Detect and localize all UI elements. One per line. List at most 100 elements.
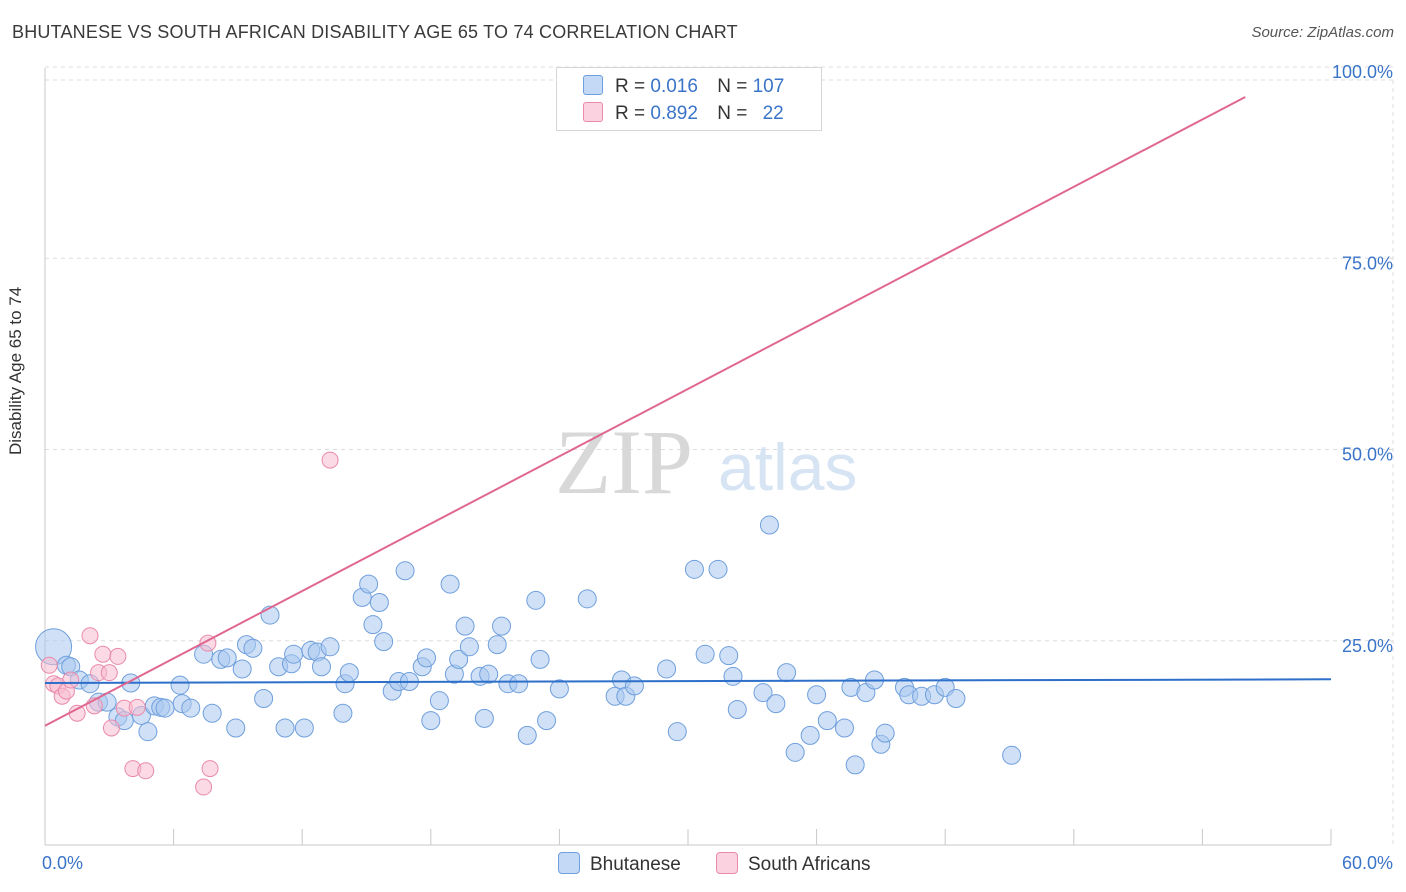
bhutanese-point	[777, 663, 797, 683]
watermark-atlas: atlas	[718, 430, 857, 504]
y-tick-label: 50.0%	[1342, 445, 1393, 465]
y-tick-label: 75.0%	[1342, 253, 1393, 273]
south-african-point	[128, 698, 146, 716]
legend-r-label: R =	[615, 103, 646, 124]
bhutanese-point	[217, 648, 237, 668]
bhutanese-point	[440, 574, 460, 594]
legend-r-label: R =	[615, 76, 646, 97]
south-african-trendline	[44, 96, 1246, 727]
bhutanese-point	[333, 703, 353, 723]
bhutanese-point	[339, 663, 359, 683]
south-african-point	[94, 645, 112, 663]
bhutanese-point	[284, 644, 304, 664]
bhutanese-point	[549, 679, 569, 699]
bhutanese-point	[369, 593, 389, 613]
bhutanese-point	[421, 711, 441, 731]
bhutanese-point	[766, 694, 786, 714]
bhutanese-point	[243, 638, 263, 658]
bhutanese-point	[395, 561, 415, 581]
bhutanese-point	[474, 708, 494, 728]
south-african-point	[81, 627, 99, 645]
bhutanese-point	[487, 635, 507, 655]
bhutanese-point	[492, 616, 512, 636]
bhutanese-point	[311, 657, 331, 677]
legend-r-value: 0.892	[650, 103, 698, 124]
south-african-point	[102, 719, 120, 737]
south-african-point	[68, 704, 86, 722]
y-tick-label: 25.0%	[1342, 636, 1393, 656]
bhutanese-point	[657, 659, 677, 679]
bhutanese-point	[624, 676, 644, 696]
bhutanese-point	[459, 637, 479, 657]
south-african-point	[321, 451, 339, 469]
bhutanese-point	[708, 559, 728, 579]
bhutanese-point	[800, 725, 820, 745]
bhutanese-point	[359, 574, 379, 594]
legend-n-label: N =	[717, 76, 748, 97]
bhutanese-point	[667, 722, 687, 742]
bhutanese-point	[1002, 745, 1022, 765]
bhutanese-point	[807, 685, 827, 705]
bhutanese-point	[759, 515, 779, 535]
watermark-zip: ZIP	[555, 411, 693, 513]
legend-swatch-bhutanese	[583, 75, 603, 95]
bhutanese-point	[429, 691, 449, 711]
legend-n-value: 22	[762, 103, 784, 124]
x-tick-label: 0.0%	[42, 853, 83, 873]
south-african-point	[109, 647, 127, 665]
bhutanese-point	[449, 649, 469, 669]
bhutanese-point	[517, 725, 537, 745]
tick-labels: 25.0% 50.0% 75.0% 100.0% 0.0% 60.0%	[42, 62, 1393, 873]
bhutanese-point	[530, 649, 550, 669]
bhutanese-point	[226, 718, 246, 738]
bhutanese-point	[723, 666, 743, 686]
axes	[44, 68, 1332, 846]
south-african-point	[201, 760, 219, 778]
south-african-point	[40, 656, 58, 674]
bhutanese-point	[363, 615, 383, 635]
bhutanese-point	[537, 711, 557, 731]
bhutanese-point	[845, 755, 865, 775]
south-african-point	[62, 671, 80, 689]
bhutanese-point	[417, 648, 437, 668]
bhutanese-point	[577, 589, 597, 609]
legend-n-label: N =	[717, 103, 748, 124]
stats-legend: R = 0.016 N = 107 R = 0.892 N = 22	[556, 67, 822, 131]
south-african-point	[137, 762, 155, 780]
bhutanese-point	[138, 722, 158, 742]
bhutanese-point	[181, 698, 201, 718]
bottom-legend-label-south-africans: South Africans	[748, 854, 871, 875]
bhutanese-trendline	[44, 678, 1332, 684]
chart-title: BHUTANESE VS SOUTH AFRICAN DISABILITY AG…	[12, 22, 738, 42]
trendlines	[44, 96, 1332, 727]
bhutanese-point	[946, 688, 966, 708]
bhutanese-point	[294, 718, 314, 738]
bhutanese-point	[785, 742, 805, 762]
bhutanese-points	[35, 515, 1022, 775]
bhutanese-point	[455, 616, 475, 636]
bhutanese-point	[509, 674, 529, 694]
y-tick-label: 100.0%	[1332, 62, 1393, 82]
legend-row-bhutanese: R = 0.016 N = 107	[583, 75, 784, 98]
bhutanese-point	[727, 700, 747, 720]
bhutanese-point	[155, 698, 175, 718]
bhutanese-point	[254, 688, 274, 708]
legend-row-south-africans: R = 0.892 N = 22	[583, 102, 784, 125]
bhutanese-point	[817, 711, 837, 731]
bhutanese-point	[684, 559, 704, 579]
bhutanese-point	[875, 723, 895, 743]
bhutanese-point	[320, 637, 340, 657]
bhutanese-point	[170, 675, 190, 695]
legend-r-value: 0.016	[650, 76, 698, 97]
south-african-points	[40, 451, 339, 796]
legend-swatch-south-africans	[583, 102, 603, 122]
bhutanese-point	[202, 703, 222, 723]
bhutanese-point	[753, 683, 773, 703]
bhutanese-point	[275, 718, 295, 738]
bhutanese-point	[232, 659, 252, 679]
bhutanese-point	[374, 632, 394, 652]
bhutanese-point	[834, 718, 854, 738]
bottom-legend-swatch-bhutanese	[558, 852, 580, 874]
bottom-legend-label-bhutanese: Bhutanese	[590, 854, 681, 875]
